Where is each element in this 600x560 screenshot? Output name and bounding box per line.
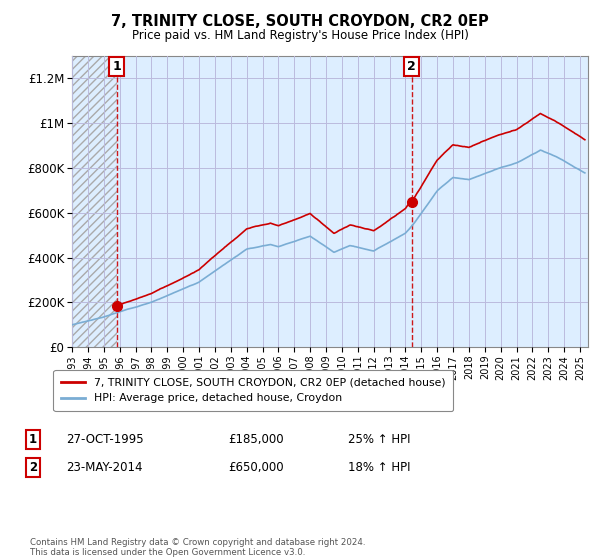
Text: 2: 2 bbox=[407, 60, 416, 73]
Text: 25% ↑ HPI: 25% ↑ HPI bbox=[348, 433, 410, 446]
Text: £650,000: £650,000 bbox=[228, 461, 284, 474]
Text: 27-OCT-1995: 27-OCT-1995 bbox=[66, 433, 143, 446]
Text: 18% ↑ HPI: 18% ↑ HPI bbox=[348, 461, 410, 474]
Text: Price paid vs. HM Land Registry's House Price Index (HPI): Price paid vs. HM Land Registry's House … bbox=[131, 29, 469, 42]
Text: 1: 1 bbox=[113, 60, 121, 73]
Legend: 7, TRINITY CLOSE, SOUTH CROYDON, CR2 0EP (detached house), HPI: Average price, d: 7, TRINITY CLOSE, SOUTH CROYDON, CR2 0EP… bbox=[53, 370, 453, 411]
Text: Contains HM Land Registry data © Crown copyright and database right 2024.
This d: Contains HM Land Registry data © Crown c… bbox=[30, 538, 365, 557]
Bar bbox=[72, 56, 117, 347]
Text: 7, TRINITY CLOSE, SOUTH CROYDON, CR2 0EP: 7, TRINITY CLOSE, SOUTH CROYDON, CR2 0EP bbox=[111, 14, 489, 29]
Text: £185,000: £185,000 bbox=[228, 433, 284, 446]
Bar bbox=[72, 56, 117, 347]
Text: 1: 1 bbox=[29, 433, 37, 446]
Text: 23-MAY-2014: 23-MAY-2014 bbox=[66, 461, 143, 474]
Text: 2: 2 bbox=[29, 461, 37, 474]
